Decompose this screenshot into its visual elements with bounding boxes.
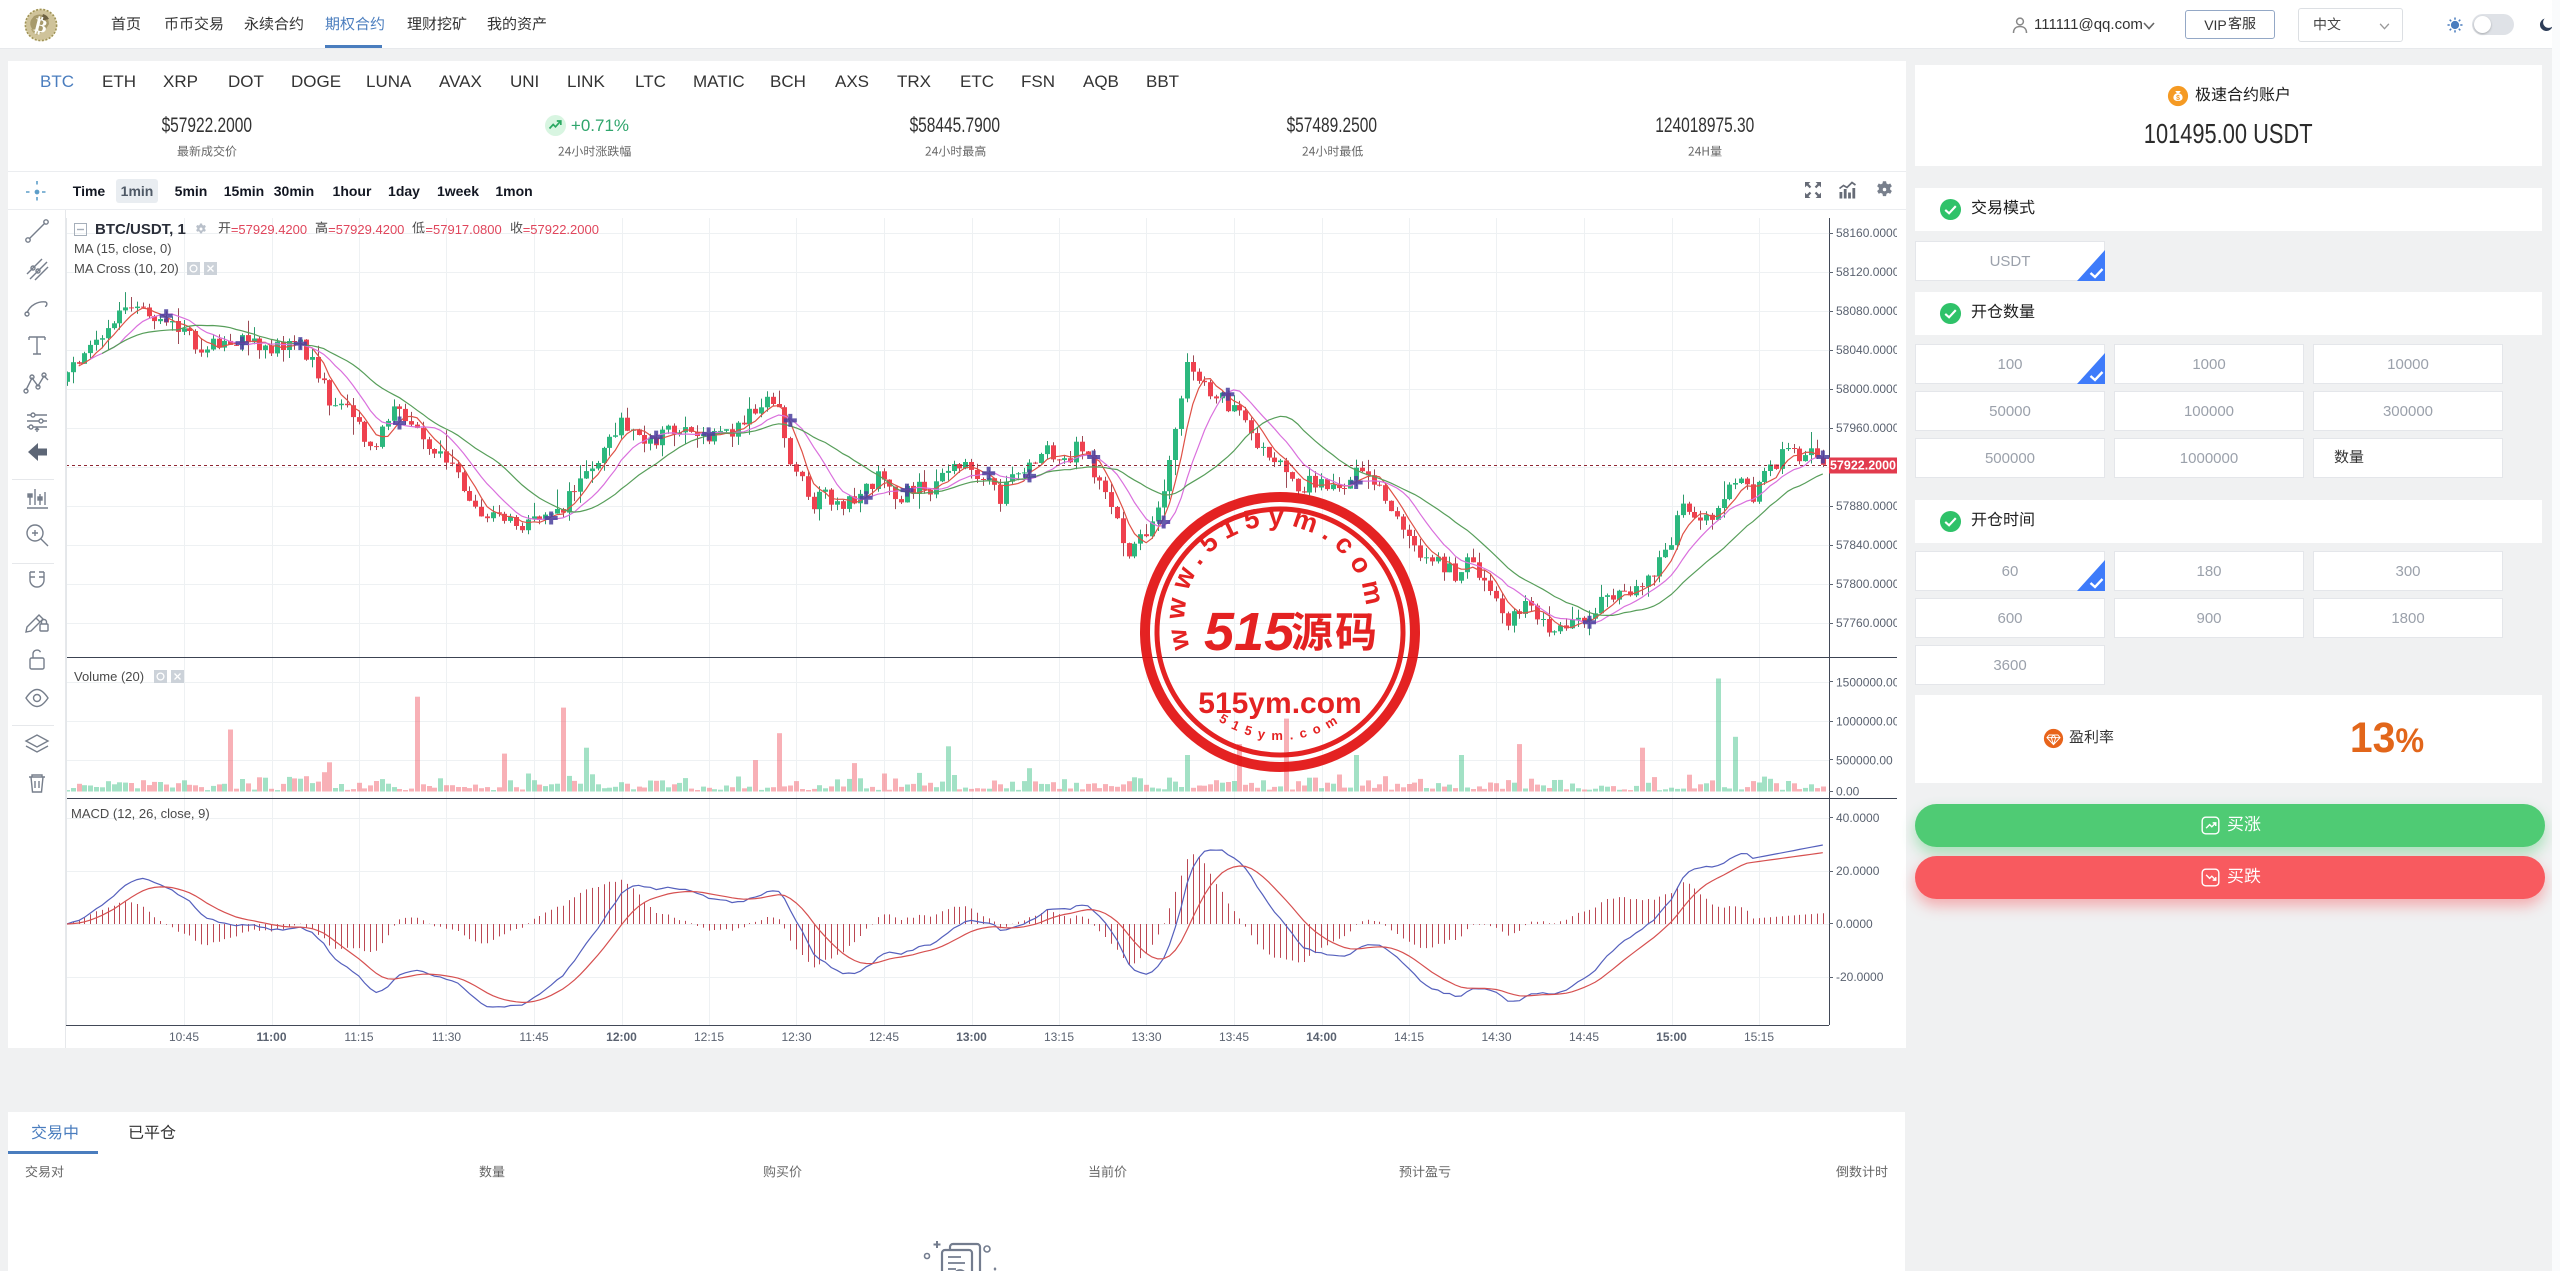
svg-text:11:45: 11:45 [519, 1030, 548, 1044]
svg-text:57840.0000: 57840.0000 [1836, 538, 1897, 552]
svg-text:12:15: 12:15 [694, 1030, 724, 1044]
svg-text:57880.0000: 57880.0000 [1836, 499, 1897, 513]
svg-text:12:00: 12:00 [606, 1030, 637, 1044]
svg-text:58120.0000: 58120.0000 [1836, 265, 1897, 279]
svg-text:515ym.com: 515ym.com [1198, 687, 1361, 720]
svg-text:14:15: 14:15 [1394, 1030, 1424, 1044]
svg-text:12:45: 12:45 [869, 1030, 899, 1044]
svg-text:515: 515 [1204, 602, 1295, 662]
svg-text:$: $ [2176, 95, 2180, 102]
svg-text:13:00: 13:00 [956, 1030, 987, 1044]
svg-text:57922.2000: 57922.2000 [1830, 459, 1896, 473]
svg-text:₿: ₿ [32, 15, 50, 39]
svg-text:58000.0000: 58000.0000 [1836, 382, 1897, 396]
svg-text:15:15: 15:15 [1744, 1030, 1774, 1044]
svg-text:14:45: 14:45 [1569, 1030, 1599, 1044]
svg-text:11:15: 11:15 [344, 1030, 373, 1044]
svg-text:14:30: 14:30 [1481, 1030, 1511, 1044]
svg-text:0.0000: 0.0000 [1836, 917, 1873, 931]
svg-text:40.0000: 40.0000 [1836, 811, 1880, 825]
svg-text:15:00: 15:00 [1656, 1030, 1687, 1044]
svg-text:0.00: 0.00 [1836, 785, 1860, 799]
svg-text:58160.0000: 58160.0000 [1836, 226, 1897, 240]
svg-text:11:00: 11:00 [256, 1030, 286, 1044]
svg-text:57800.0000: 57800.0000 [1836, 577, 1897, 591]
svg-text:500000.00: 500000.00 [1836, 754, 1893, 768]
svg-text:13:15: 13:15 [1044, 1030, 1074, 1044]
svg-text:10:45: 10:45 [169, 1030, 199, 1044]
svg-text:20.0000: 20.0000 [1836, 864, 1880, 878]
svg-text:14:00: 14:00 [1306, 1030, 1337, 1044]
svg-text:1500000.00: 1500000.00 [1836, 676, 1897, 690]
svg-text:12:30: 12:30 [781, 1030, 811, 1044]
svg-text:58040.0000: 58040.0000 [1836, 343, 1897, 357]
svg-text:13:30: 13:30 [1131, 1030, 1161, 1044]
svg-text:-20.0000: -20.0000 [1836, 970, 1884, 984]
svg-text:57960.0000: 57960.0000 [1836, 421, 1897, 435]
svg-text:11:30: 11:30 [432, 1030, 461, 1044]
svg-text:57760.0000: 57760.0000 [1836, 616, 1897, 630]
svg-text:13:45: 13:45 [1219, 1030, 1249, 1044]
svg-text:58080.0000: 58080.0000 [1836, 304, 1897, 318]
svg-text:1000000.00: 1000000.00 [1836, 715, 1897, 729]
